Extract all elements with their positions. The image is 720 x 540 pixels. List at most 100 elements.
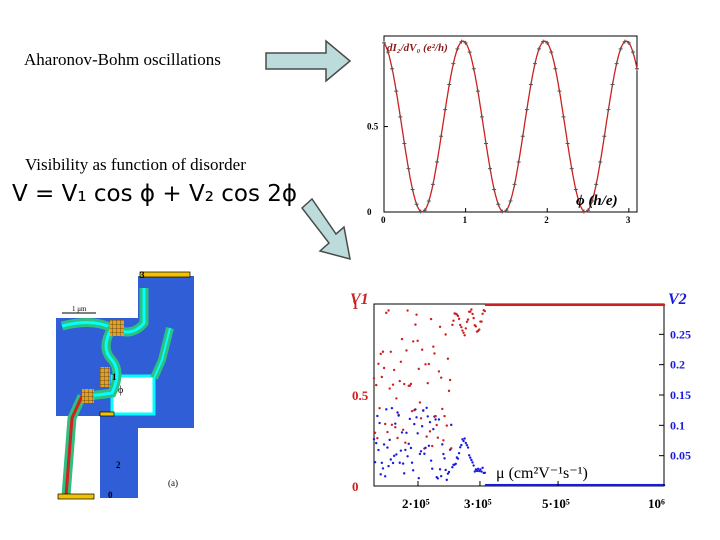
v2-point xyxy=(470,458,473,462)
v1-point xyxy=(406,309,409,312)
v1-point xyxy=(395,397,398,400)
v1-point xyxy=(445,424,448,427)
v1-point xyxy=(481,312,484,315)
right-y-tick-label: 0.1 xyxy=(670,418,685,432)
v1-point xyxy=(447,389,451,393)
v1-point xyxy=(439,376,443,379)
v2-point xyxy=(372,437,376,441)
v1-point xyxy=(408,384,412,387)
v2-point xyxy=(483,471,487,475)
v1-point xyxy=(466,318,470,321)
v1-point xyxy=(416,339,419,342)
data-point xyxy=(398,114,403,119)
v2-point xyxy=(380,461,384,465)
v1-point xyxy=(405,349,408,352)
data-point xyxy=(520,134,525,139)
c1-xlabel: ϕ (h/e) xyxy=(576,193,618,209)
v2-point xyxy=(434,418,437,421)
v1-point xyxy=(456,314,460,318)
v1-point xyxy=(470,308,473,311)
terminal-2-label: 2 xyxy=(116,460,121,470)
v1-point xyxy=(382,366,386,370)
v1-point xyxy=(400,337,404,341)
data-point xyxy=(459,39,464,44)
axis-label-v1: V1 xyxy=(350,291,369,308)
data-point xyxy=(422,208,427,213)
v2-point xyxy=(394,422,397,425)
v1-point xyxy=(471,312,474,316)
v1-point xyxy=(377,362,380,365)
v1-point xyxy=(442,439,445,442)
data-point xyxy=(557,89,562,94)
data-point xyxy=(406,166,411,171)
v2-point xyxy=(414,408,417,411)
data-point xyxy=(402,141,407,146)
data-point xyxy=(586,208,591,213)
v1-point xyxy=(387,309,390,312)
v2-point xyxy=(437,418,441,421)
v2-point xyxy=(442,452,445,456)
data-point xyxy=(545,40,550,45)
right-y-tick-label: 0.2 xyxy=(670,358,685,372)
v1-point xyxy=(431,444,434,448)
data-point xyxy=(418,209,423,214)
v1-point xyxy=(478,328,481,331)
terminal-3-label: 3 xyxy=(140,270,145,280)
v1-point xyxy=(460,325,463,329)
v1-point xyxy=(388,387,391,390)
v2-point xyxy=(395,453,398,456)
data-point xyxy=(475,89,480,94)
v1-point xyxy=(434,414,437,418)
data-point xyxy=(528,82,533,87)
x-tick-label: 2 xyxy=(544,215,549,225)
v1-point xyxy=(424,363,427,366)
data-point xyxy=(561,114,566,119)
x-tick-label: 3 xyxy=(626,215,631,225)
chart-visibility-vs-mobility: 2·10⁵ 3·10⁵ 5·10⁵ 10⁶ 0 0.5 1 0.05 0.1 0.15 0.2 0… xyxy=(350,291,691,511)
data-point xyxy=(451,61,456,66)
v1-point xyxy=(452,319,455,322)
v1-point xyxy=(399,360,403,364)
v2-point xyxy=(419,450,423,453)
v2-point xyxy=(407,442,410,446)
data-point xyxy=(602,134,607,139)
v1-point xyxy=(386,430,389,434)
data-point xyxy=(443,107,448,112)
v2-point xyxy=(373,460,377,464)
left-y-tick-label: 1 xyxy=(352,297,359,312)
v1-point xyxy=(474,325,478,328)
v1-point xyxy=(461,329,464,332)
v2-point xyxy=(473,470,476,473)
data-point xyxy=(390,66,395,71)
label-visibility: Visibility as function of disorder xyxy=(25,155,246,174)
v1-point xyxy=(465,320,469,324)
data-point xyxy=(496,202,501,207)
v1-point xyxy=(426,381,429,385)
v1-point xyxy=(385,311,388,315)
v2-point xyxy=(436,477,440,480)
v2-point xyxy=(467,454,471,457)
v2-point xyxy=(415,416,418,419)
v1-point xyxy=(443,414,446,418)
v2-point xyxy=(401,462,405,465)
scale-bar-label: 1 μm xyxy=(72,305,87,313)
data-point xyxy=(484,141,489,146)
v1-point xyxy=(410,409,414,413)
v1-point xyxy=(394,426,397,429)
v2-point xyxy=(376,414,379,418)
data-point xyxy=(471,66,476,71)
flux-label: ϕ xyxy=(118,385,123,396)
right-y-tick-label: 0.15 xyxy=(670,388,691,402)
v1-point xyxy=(373,431,377,434)
v2-point xyxy=(451,466,454,469)
y-tick-label: 0 xyxy=(367,207,372,217)
data-point xyxy=(439,134,444,139)
v1-point xyxy=(417,367,420,371)
data-point xyxy=(447,82,452,87)
data-point xyxy=(577,202,582,207)
data-point xyxy=(622,39,627,44)
data-point xyxy=(594,182,599,187)
v2-point xyxy=(480,470,483,473)
v2-point xyxy=(459,446,462,449)
v1-point xyxy=(390,423,394,426)
